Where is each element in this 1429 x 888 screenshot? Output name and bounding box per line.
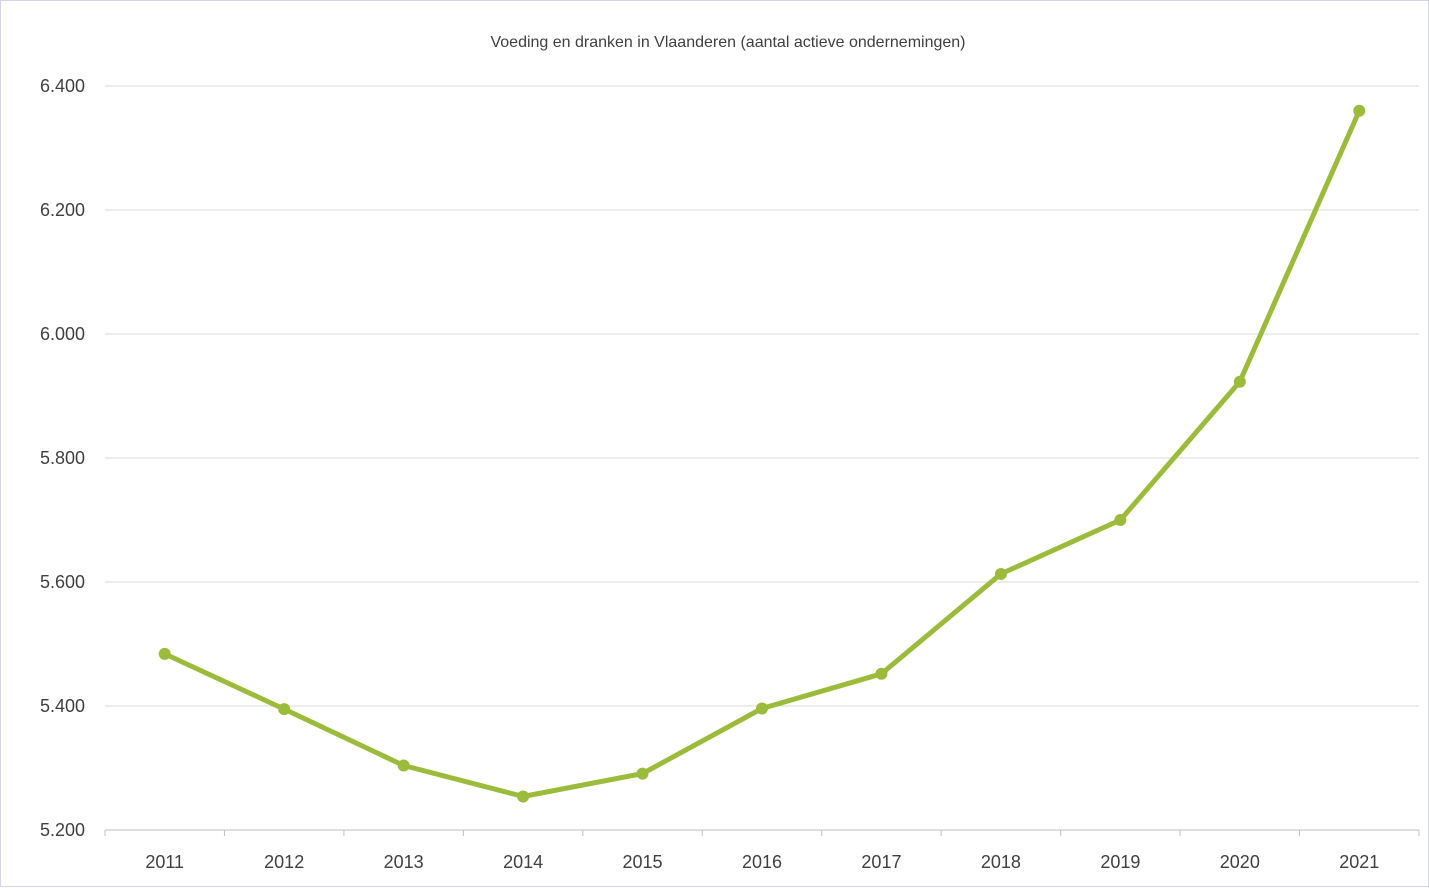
x-tick-label: 2015 xyxy=(623,852,663,872)
x-tick-label: 2021 xyxy=(1339,852,1379,872)
data-point xyxy=(636,767,649,780)
x-tick-label: 2013 xyxy=(384,852,424,872)
series-line xyxy=(162,108,1362,799)
x-tick-label: 2018 xyxy=(981,852,1021,872)
data-point xyxy=(994,567,1007,580)
x-tick-label: 2019 xyxy=(1100,852,1140,872)
data-point xyxy=(756,702,768,715)
data-point xyxy=(1114,514,1127,526)
data-point xyxy=(397,759,410,772)
data-point xyxy=(278,703,291,716)
y-tick-label: 6.200 xyxy=(40,200,85,220)
data-point xyxy=(517,790,530,803)
data-point xyxy=(1353,104,1366,117)
chart-title: Voeding en dranken in Vlaanderen (aantal… xyxy=(490,34,965,51)
x-tick-label: 2017 xyxy=(861,852,901,872)
y-tick-label: 6.400 xyxy=(40,76,85,96)
data-point xyxy=(158,647,171,660)
x-tick-label: 2020 xyxy=(1220,852,1260,872)
y-tick-label: 5.200 xyxy=(40,820,85,840)
y-axis-ticks: 5.200 5.400 5.600 5.800 6.000 6.200 6.400 xyxy=(40,76,85,840)
y-tick-label: 5.800 xyxy=(40,448,85,468)
gridlines xyxy=(105,85,1419,707)
x-tick-label: 2012 xyxy=(264,852,304,872)
series-layer xyxy=(158,104,1366,803)
data-point xyxy=(875,667,888,680)
x-tick-label: 2014 xyxy=(503,852,543,872)
x-axis: 2011 2012 2013 2014 2015 2016 2017 2018 2019 2020… xyxy=(104,829,1420,872)
data-point xyxy=(1233,375,1246,388)
x-tick-label: 2011 xyxy=(145,852,184,872)
x-tick-label: 2016 xyxy=(742,852,782,872)
y-tick-label: 5.600 xyxy=(40,572,85,592)
y-tick-label: 5.400 xyxy=(40,696,85,716)
y-tick-label: 6.000 xyxy=(40,324,85,344)
